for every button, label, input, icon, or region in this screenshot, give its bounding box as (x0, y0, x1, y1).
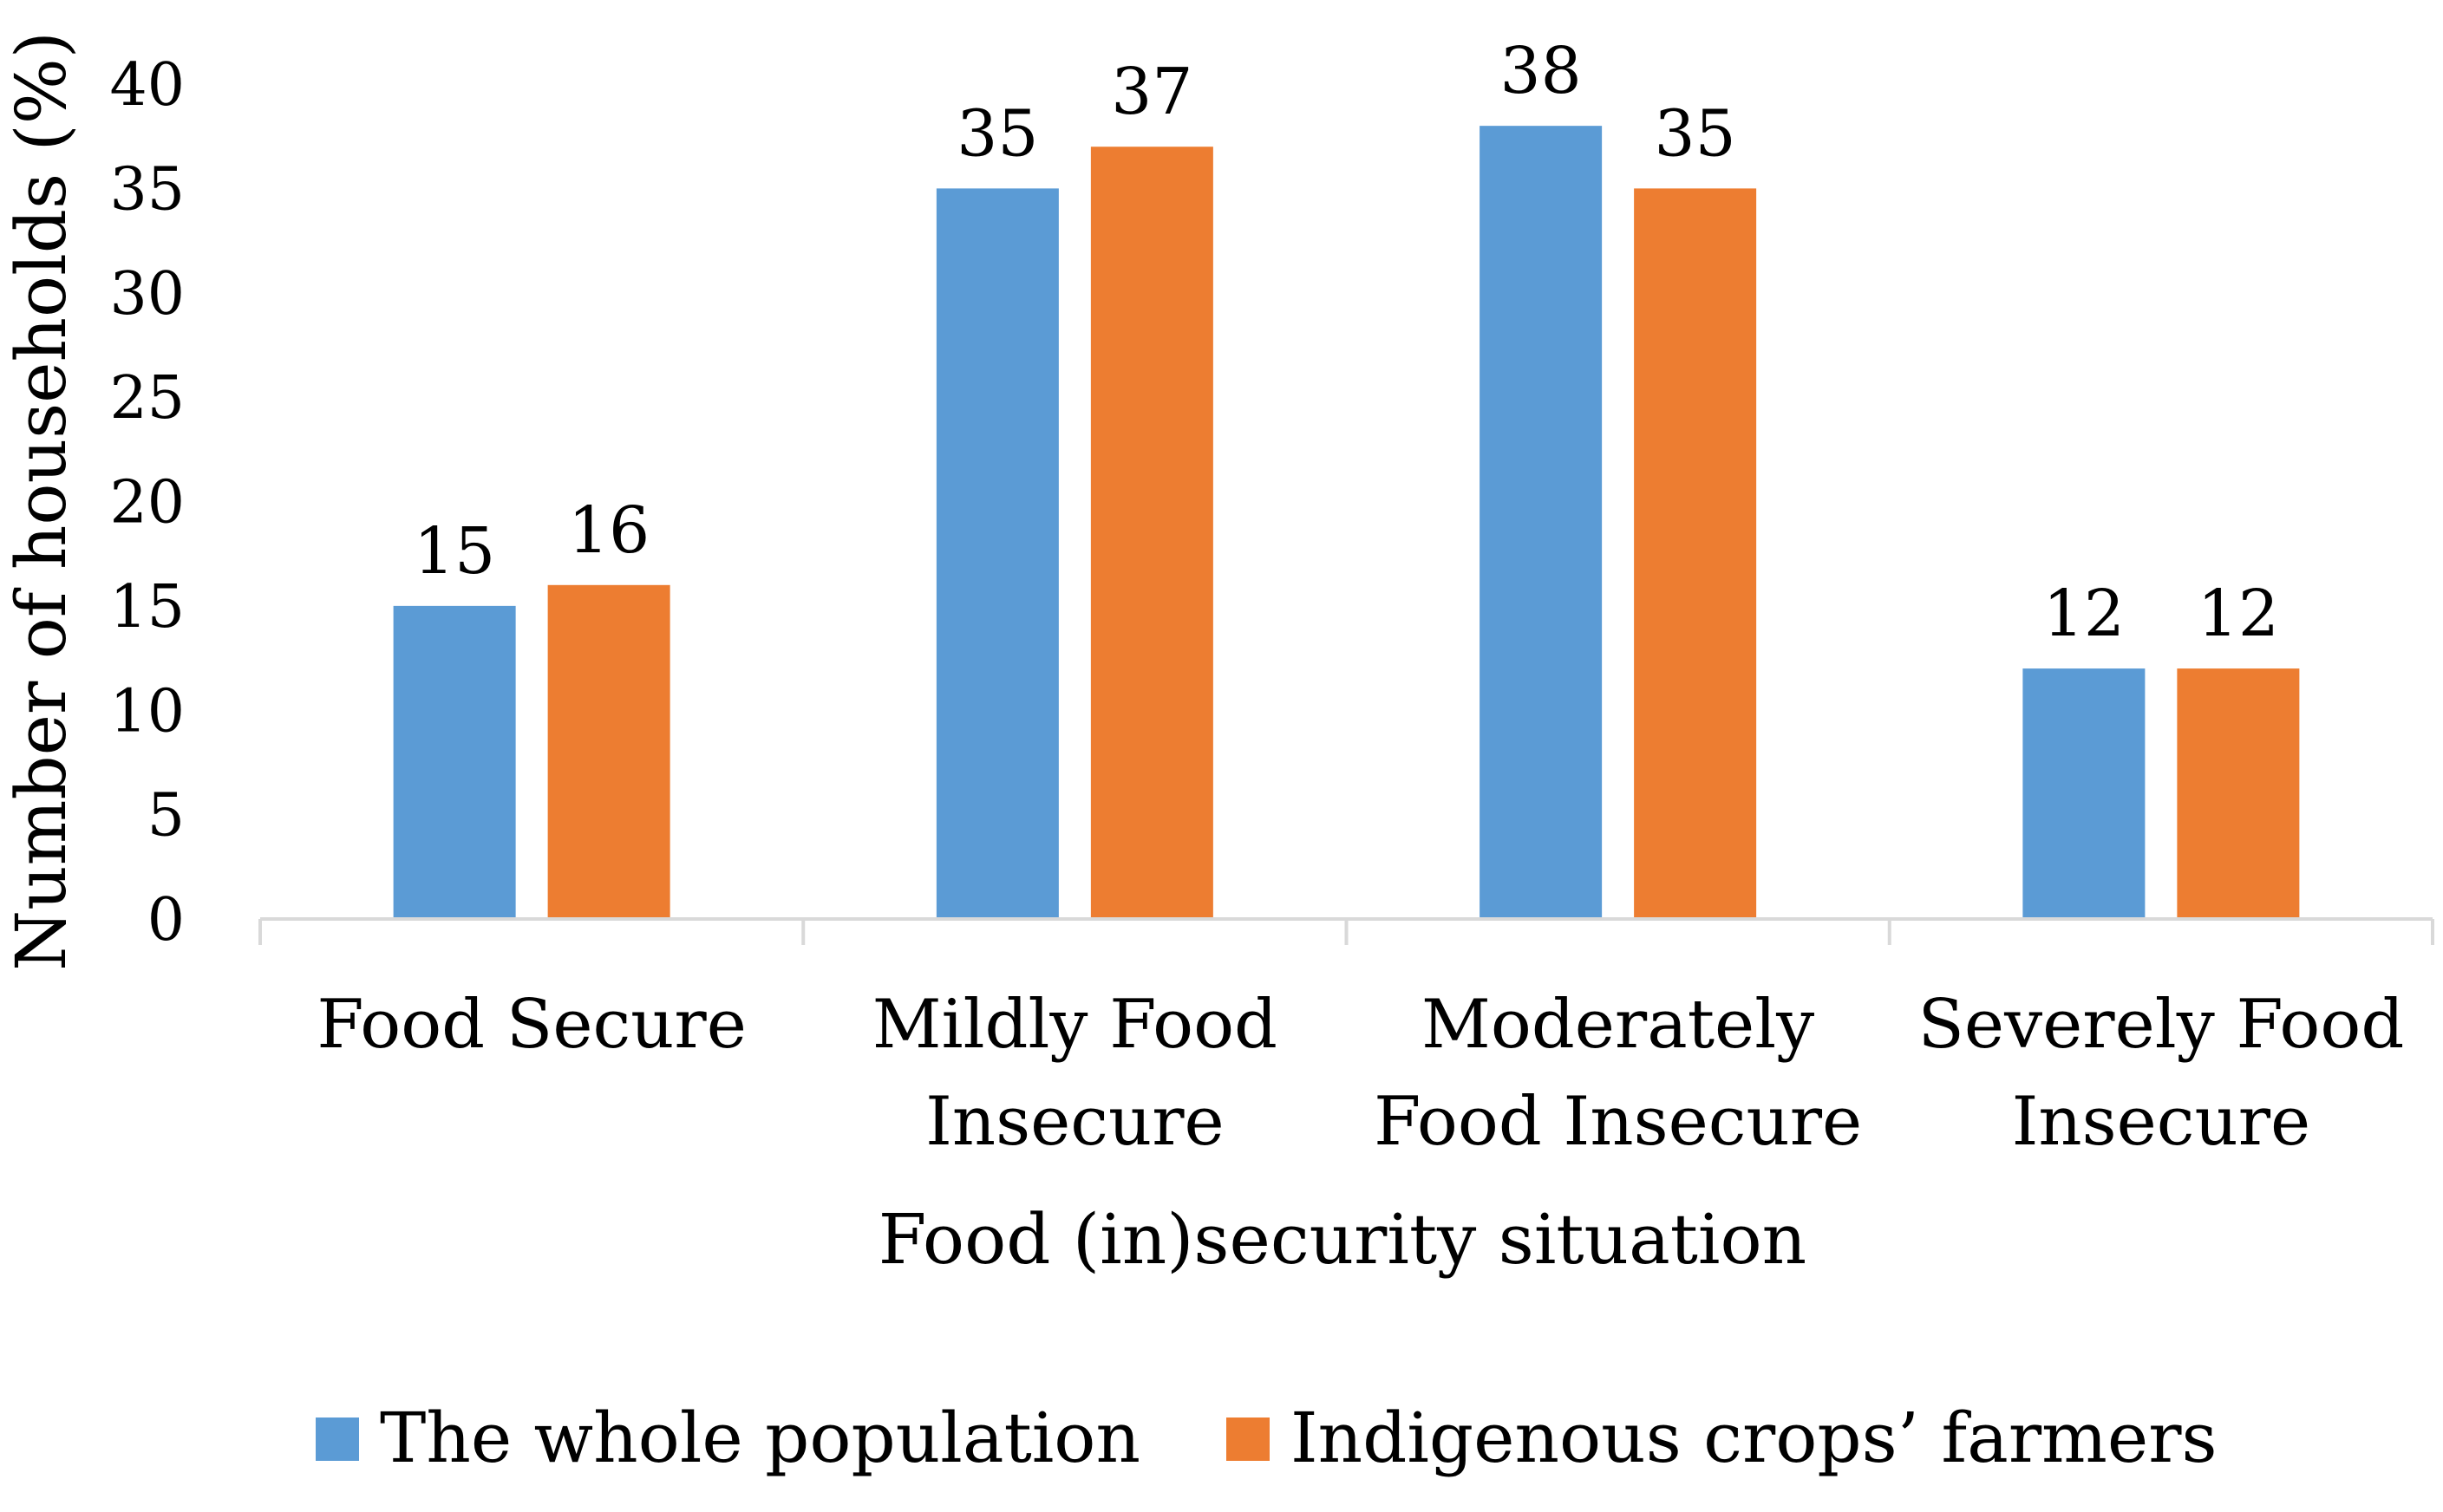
legend: The whole population Indigenous crops’ f… (316, 1398, 2218, 1478)
bar-indigenous-farmers (2177, 668, 2300, 919)
bar-whole-population (393, 605, 516, 919)
y-tick-label: 30 (109, 260, 185, 329)
data-label: 12 (2043, 577, 2125, 651)
y-tick-label: 15 (109, 573, 185, 642)
legend-swatch-indigenous-farmers (1226, 1418, 1270, 1461)
x-category-label: Food Secure (317, 986, 746, 1064)
legend-label-indigenous-farmers: Indigenous crops’ farmers (1290, 1398, 2218, 1478)
y-axis-ticks: 0 5 10 15 20 25 30 35 40 (109, 51, 185, 955)
bars (393, 126, 2300, 920)
x-axis-category-labels: Food Secure Mildly Food Insecure Moderately… (317, 986, 2404, 1161)
x-category-label: Mildly Food (872, 986, 1277, 1064)
bar-whole-population (2022, 668, 2146, 919)
y-axis-title: Number of households (%) (1, 31, 82, 971)
y-tick-label: 10 (109, 677, 185, 746)
y-tick-label: 35 (109, 155, 185, 224)
data-label: 35 (1655, 96, 1736, 171)
data-label: 15 (414, 514, 495, 589)
x-category-label: Severely Food (1917, 986, 2404, 1064)
y-tick-label: 20 (109, 469, 185, 538)
y-tick-label: 40 (109, 51, 185, 120)
bar-indigenous-farmers (547, 584, 670, 919)
x-category-label: Food Insecure (1374, 1083, 1862, 1161)
bar-whole-population (1480, 126, 1603, 919)
x-category-label: Insecure (925, 1083, 1225, 1161)
y-tick-label: 5 (147, 782, 185, 850)
data-label: 35 (957, 96, 1038, 171)
data-label: 37 (1111, 55, 1192, 129)
x-category-label: Moderately (1421, 986, 1814, 1064)
y-tick-label: 0 (147, 886, 185, 955)
data-label: 38 (1500, 34, 1582, 108)
legend-label-whole-population: The whole population (380, 1398, 1140, 1478)
data-label: 12 (2198, 577, 2279, 651)
bar-indigenous-farmers (1090, 147, 1213, 920)
data-labels: 15 16 35 37 38 35 12 12 (414, 34, 2279, 651)
legend-swatch-whole-population (316, 1418, 359, 1461)
x-axis-title: Food (in)security situation (879, 1199, 1806, 1280)
x-axis (258, 917, 2434, 945)
x-category-label: Insecure (2012, 1083, 2311, 1161)
bar-indigenous-farmers (1634, 188, 1757, 919)
bar-whole-population (936, 188, 1059, 919)
y-tick-label: 25 (109, 364, 185, 433)
data-label: 16 (568, 493, 650, 568)
